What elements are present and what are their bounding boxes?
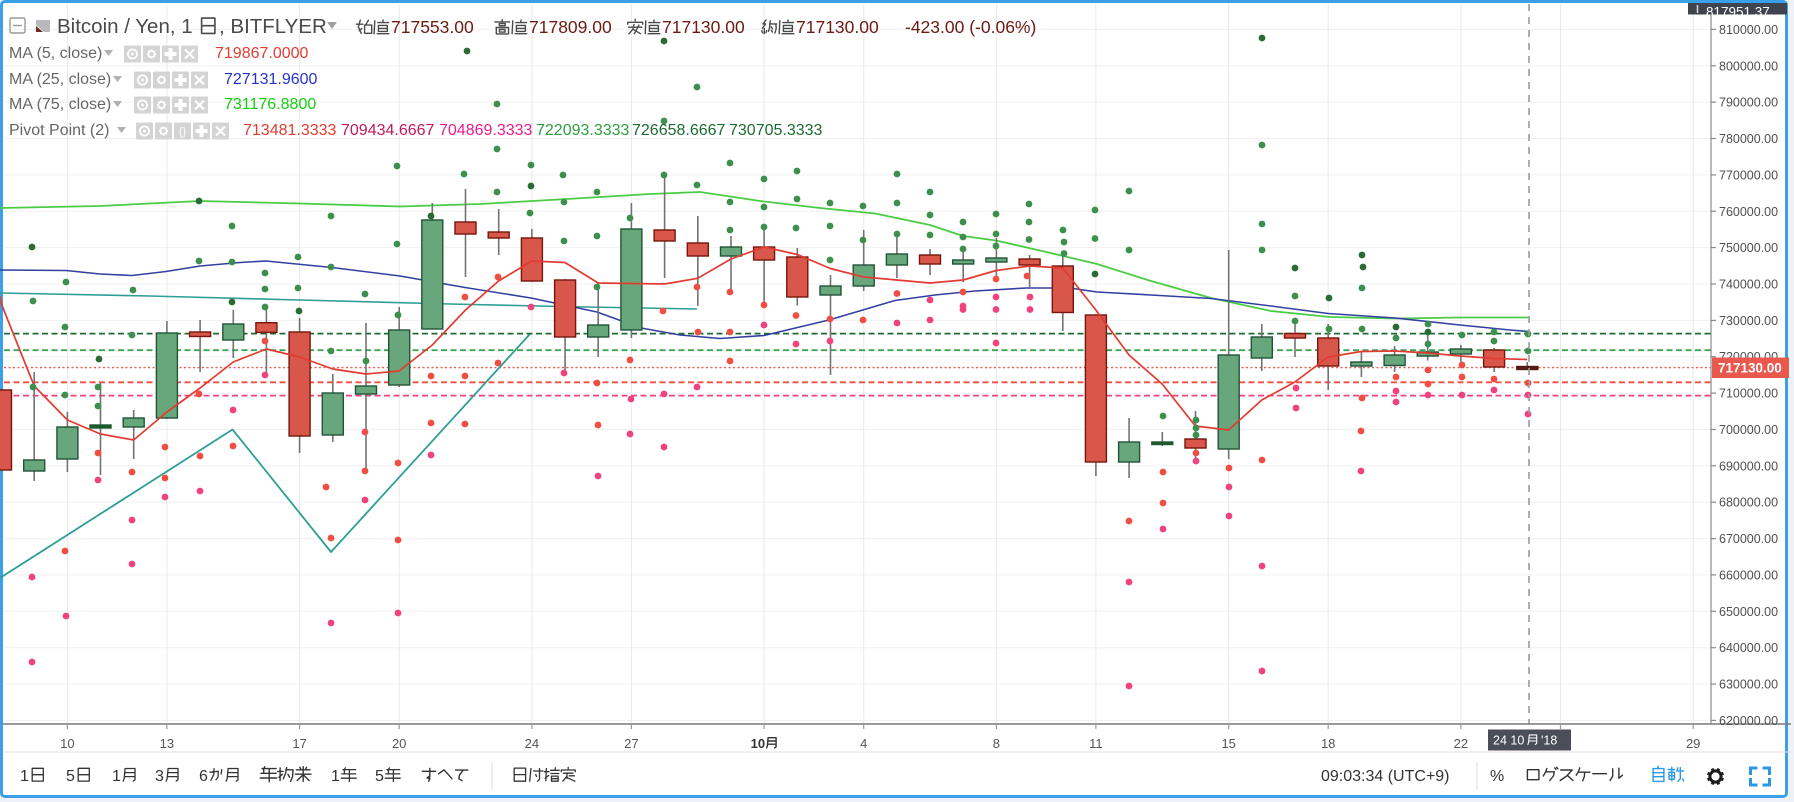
svg-text:817951.37: 817951.37 (1706, 5, 1770, 20)
svg-text:710000.00: 710000.00 (1719, 387, 1778, 401)
svg-text:780000.00: 780000.00 (1719, 132, 1778, 146)
svg-text:719867.0000: 719867.0000 (215, 45, 309, 62)
svg-text:24: 24 (525, 736, 539, 751)
svg-text:3: 3 (155, 768, 164, 785)
svg-text:18: 18 (1321, 736, 1335, 751)
svg-text:27: 27 (624, 736, 638, 751)
svg-text:5: 5 (375, 768, 384, 785)
svg-text:640000.00: 640000.00 (1719, 641, 1778, 655)
svg-text:4: 4 (860, 736, 867, 751)
svg-text:700000.00: 700000.00 (1719, 423, 1778, 437)
svg-text:717130.00: 717130.00 (1718, 361, 1782, 376)
svg-text:Bitcoin / Yen, 1: Bitcoin / Yen, 1 (57, 15, 193, 38)
svg-text:730000.00: 730000.00 (1719, 314, 1778, 328)
svg-text:13: 13 (160, 736, 174, 751)
svg-text:22: 22 (1454, 736, 1468, 751)
svg-text:726658.6667: 726658.6667 (632, 122, 726, 139)
svg-text:10: 10 (60, 736, 74, 751)
svg-text:MA (25, close): MA (25, close) (9, 71, 111, 88)
svg-text:770000.00: 770000.00 (1719, 168, 1778, 182)
svg-text:20: 20 (392, 736, 406, 751)
svg-text:730705.3333: 730705.3333 (729, 122, 823, 139)
svg-text:17: 17 (292, 736, 306, 751)
svg-text:740000.00: 740000.00 (1719, 278, 1778, 292)
svg-text:800000.00: 800000.00 (1719, 59, 1778, 73)
svg-text:29: 29 (1686, 736, 1700, 751)
svg-text:650000.00: 650000.00 (1719, 605, 1778, 619)
svg-text:704869.3333: 704869.3333 (439, 122, 533, 139)
svg-text:, BITFLYER: , BITFLYER (219, 15, 327, 38)
svg-text:1: 1 (112, 768, 121, 785)
svg-text:660000.00: 660000.00 (1719, 568, 1778, 582)
svg-text:750000.00: 750000.00 (1719, 241, 1778, 255)
svg-text:713481.3333: 713481.3333 (243, 122, 337, 139)
svg-text:690000.00: 690000.00 (1719, 459, 1778, 473)
svg-text:10: 10 (751, 736, 765, 751)
svg-text:810000.00: 810000.00 (1719, 23, 1778, 37)
svg-text:%: % (1490, 768, 1504, 785)
svg-text:MA (5, close): MA (5, close) (9, 45, 102, 62)
svg-text:5: 5 (66, 768, 75, 785)
svg-text:790000.00: 790000.00 (1719, 96, 1778, 110)
svg-text:6: 6 (199, 768, 208, 785)
svg-text:760000.00: 760000.00 (1719, 205, 1778, 219)
svg-text:8: 8 (993, 736, 1000, 751)
svg-text:11: 11 (1089, 736, 1103, 751)
svg-text:{}: {} (179, 126, 187, 138)
svg-text:MA (75, close): MA (75, close) (9, 96, 111, 113)
svg-text:1: 1 (20, 768, 29, 785)
svg-text:722093.3333: 722093.3333 (536, 122, 630, 139)
svg-text:620000.00: 620000.00 (1719, 714, 1778, 728)
svg-text:727131.9600: 727131.9600 (224, 71, 318, 88)
svg-text:24 10: 24 10 (1493, 734, 1524, 748)
svg-text:630000.00: 630000.00 (1719, 678, 1778, 692)
svg-text:709434.6667: 709434.6667 (341, 122, 435, 139)
svg-text:680000.00: 680000.00 (1719, 496, 1778, 510)
svg-text:731176.8800: 731176.8800 (224, 96, 316, 113)
svg-text:670000.00: 670000.00 (1719, 532, 1778, 546)
svg-text:Pivot Point (2): Pivot Point (2) (9, 122, 109, 139)
svg-text:1: 1 (331, 768, 340, 785)
svg-text:15: 15 (1221, 736, 1235, 751)
svg-text:09:03:34 (UTC+9): 09:03:34 (UTC+9) (1321, 768, 1450, 785)
svg-text:'18: '18 (1541, 734, 1557, 748)
